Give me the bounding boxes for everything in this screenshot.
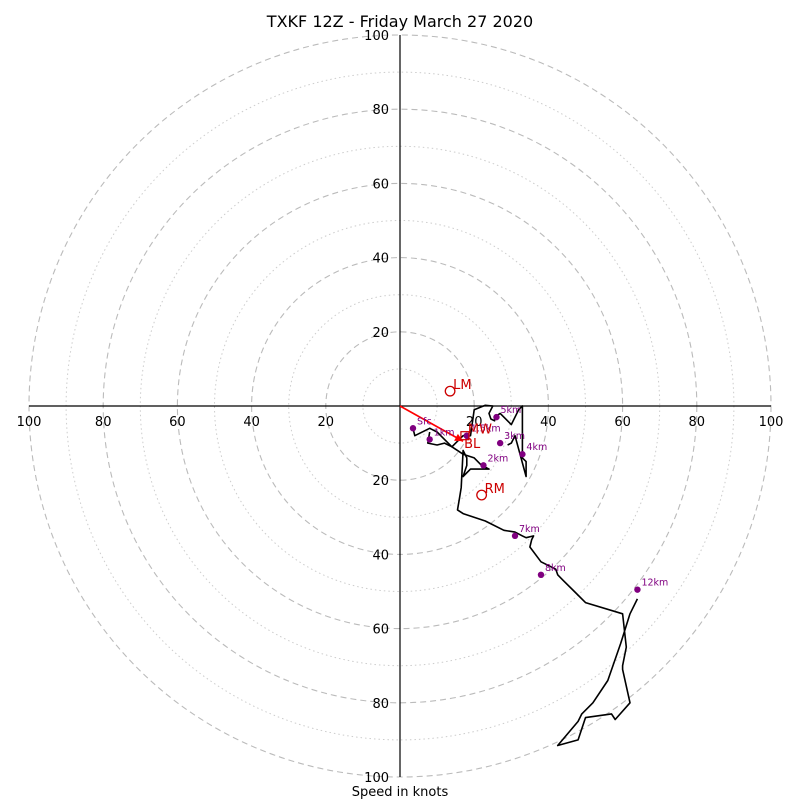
- height-marker-label-9: 12km: [641, 578, 668, 589]
- tick-top-100: 100: [364, 29, 389, 44]
- height-marker-label-4: 3km: [504, 431, 525, 442]
- height-marker-6: [493, 413, 500, 421]
- tick-right-40: 40: [540, 415, 557, 430]
- hodograph-branch-line: [426, 404, 527, 478]
- storm-motion-mw-marker: [460, 431, 470, 441]
- tick-left-60: 60: [169, 415, 186, 430]
- x-axis-label: Speed in knots: [352, 785, 449, 800]
- height-marker-label-6: 5km: [500, 405, 521, 416]
- tick-right-80: 80: [689, 415, 706, 430]
- storm-motion-rm-label: RM: [485, 482, 505, 497]
- height-marker-9: [634, 586, 641, 593]
- height-marker-label-5: 4km: [526, 442, 547, 453]
- height-marker-label-8: 8km: [545, 563, 566, 574]
- height-marker-label-0: Sfc: [417, 416, 432, 427]
- height-marker-label-7: 7km: [519, 524, 540, 535]
- height-marker-label-3: 2km: [487, 453, 508, 464]
- tick-top-40: 40: [372, 252, 389, 267]
- tick-right-60: 60: [614, 415, 631, 430]
- height-marker-0: [409, 425, 417, 432]
- height-marker-7: [511, 532, 519, 540]
- height-marker-label-1: 1km: [434, 427, 455, 438]
- tick-right-100: 100: [759, 415, 784, 430]
- storm-motion-lm-marker: [444, 385, 456, 397]
- tick-left-80: 80: [95, 415, 112, 430]
- storm-motions: LM RM MW: [444, 378, 505, 501]
- height-marker-4: [496, 439, 504, 447]
- height-marker-label-2: 1.5km: [471, 424, 501, 435]
- tick-left-20: 20: [318, 415, 335, 430]
- tick-left-100: 100: [17, 415, 42, 430]
- tick-labels: 100 80 60 40 20 20 40 60 80 100 100 80 60 40 20 20 40 60 8…: [17, 29, 784, 786]
- hodograph-series: BL: [399, 404, 639, 747]
- height-marker-8: [537, 571, 545, 579]
- tick-bottom-60: 60: [372, 623, 389, 638]
- storm-motion-lm-label: LM: [453, 378, 471, 393]
- tick-top-80: 80: [372, 103, 389, 118]
- height-marker-5: [519, 451, 526, 458]
- bunkers-vector-line: [399, 405, 464, 442]
- tick-bottom-100: 100: [364, 771, 389, 786]
- tick-top-20: 20: [372, 326, 389, 341]
- storm-motion-rm-marker: [476, 489, 488, 501]
- tick-bottom-20: 20: [372, 474, 389, 489]
- height-marker-1: [426, 436, 433, 443]
- tick-bottom-80: 80: [372, 697, 389, 712]
- height-marker-3: [480, 462, 487, 469]
- tick-left-40: 40: [243, 415, 260, 430]
- tick-top-60: 60: [372, 177, 389, 192]
- tick-bottom-40: 40: [372, 548, 389, 563]
- bunkers-vector-label: BL: [464, 437, 481, 452]
- chart-title: TXKF 12Z - Friday March 27 2020: [266, 12, 533, 31]
- storm-motion-mw-label: MW: [468, 423, 492, 438]
- tick-right-20: 20: [466, 415, 483, 430]
